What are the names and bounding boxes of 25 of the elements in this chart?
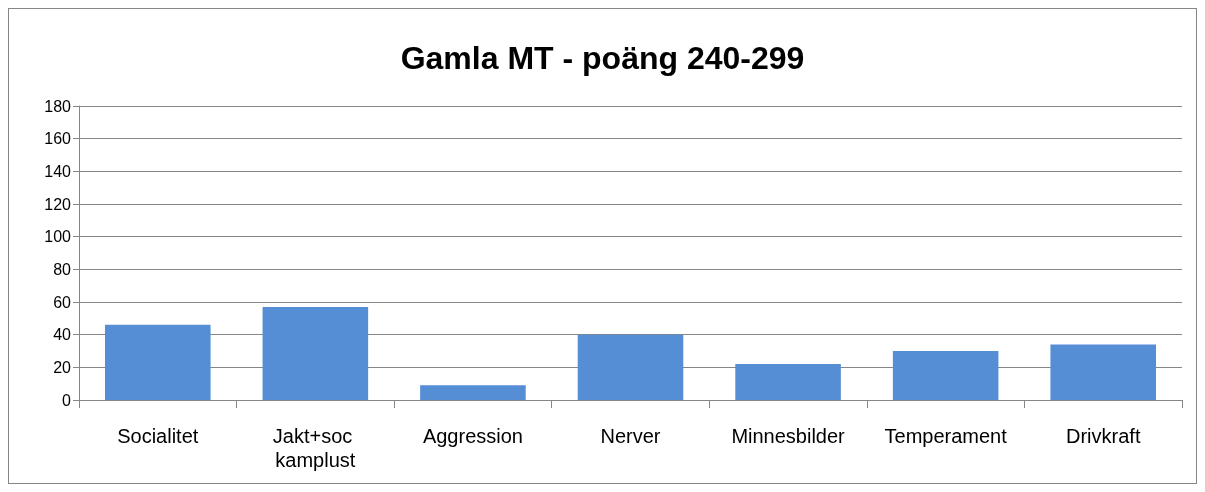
x-tick-label: Socialitet	[117, 425, 199, 447]
bar	[262, 306, 369, 400]
chart-title: Gamla MT - poäng 240-299	[400, 40, 805, 76]
y-tick-label: 40	[53, 326, 72, 344]
bar	[105, 324, 211, 400]
y-tick-label: 140	[44, 162, 72, 180]
y-tick-label: 0	[62, 391, 72, 409]
x-tick-label: Minnesbilder	[731, 425, 846, 447]
x-tick-label: Drivkraft	[1065, 425, 1141, 447]
y-tick-label: 120	[44, 195, 72, 213]
x-tick-label: Nerver	[600, 425, 661, 447]
bar	[577, 334, 684, 400]
y-tick-label: 20	[53, 358, 72, 376]
bar	[735, 364, 841, 400]
bar	[892, 351, 999, 400]
y-tick-label: 180	[44, 97, 72, 115]
y-tick-label: 100	[44, 228, 72, 246]
bar	[1050, 344, 1156, 400]
y-tick-label: 60	[53, 293, 72, 311]
x-tick-label: Temperament	[884, 425, 1008, 447]
x-tick-label: Jakt+soc kamplust	[272, 425, 358, 471]
bar	[420, 385, 526, 400]
x-tick-label: Aggression	[422, 425, 523, 447]
y-tick-label: 160	[44, 130, 72, 148]
y-tick-label: 80	[53, 260, 72, 278]
